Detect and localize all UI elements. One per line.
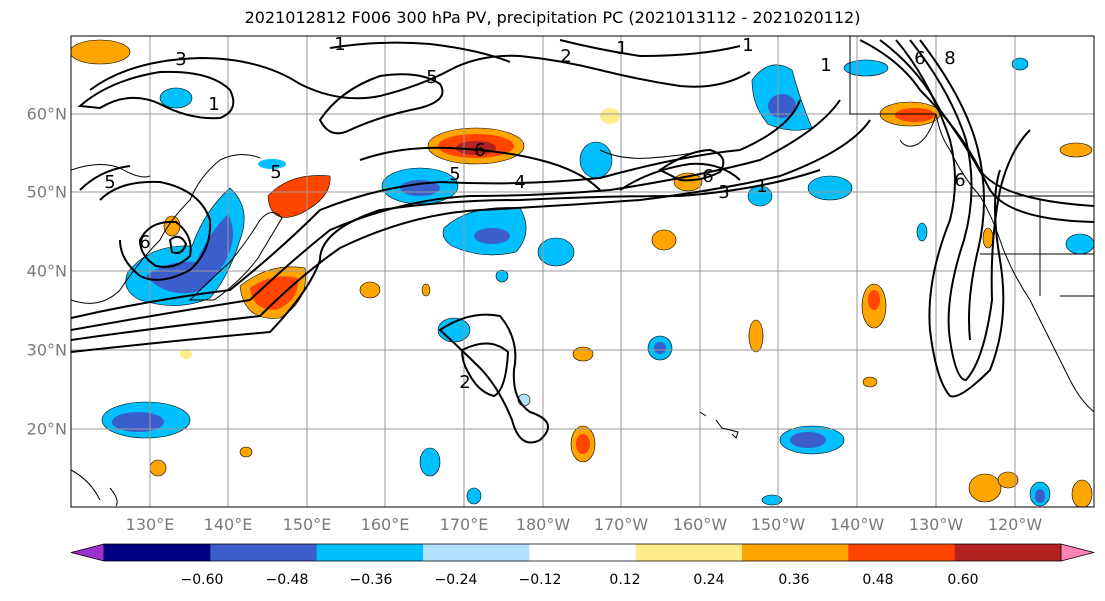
contour-label: 6	[954, 170, 965, 191]
lon-label: 160°W	[672, 515, 728, 534]
colorbar-segment	[423, 544, 530, 561]
lon-label: 130°E	[125, 515, 175, 534]
contour-label: 2	[459, 372, 470, 393]
colorbar-extend-low	[70, 543, 105, 562]
contour-label: 5	[449, 164, 460, 185]
colorbar-tick-label: 0.24	[693, 572, 725, 588]
map-title: 2021012812 F006 300 hPa PV, precipitatio…	[244, 8, 861, 27]
colorbar-segment	[742, 544, 849, 561]
contour-labels: 3 1 1 1 5 2 1 5 6 6 5 5 4 6 3 1 6 8 2 6 …	[104, 34, 965, 393]
precip-positive-shading	[71, 39, 1093, 507]
colorbar-tick-label: 0.48	[862, 572, 894, 588]
colorbar-segment	[635, 544, 743, 561]
contour-label: 6	[139, 232, 150, 253]
contour-label: 1	[742, 35, 753, 56]
colorbar	[70, 543, 1095, 562]
pv-contours	[71, 39, 1094, 444]
lon-label: 140°E	[203, 515, 253, 534]
colorbar-tick-label: −0.36	[349, 572, 393, 588]
lat-label-50n: 50°N	[26, 182, 67, 202]
lon-label: 150°W	[750, 515, 806, 534]
lat-label-40n: 40°N	[26, 261, 67, 281]
contour-label: 1	[208, 94, 219, 115]
colorbar-tick-label: −0.12	[518, 572, 562, 588]
lon-label: 150°E	[282, 515, 332, 534]
contour-label: 8	[944, 48, 955, 69]
colorbar-segment	[529, 544, 637, 561]
lon-label: 140°W	[829, 515, 885, 534]
colorbar-segment	[954, 544, 1062, 561]
contour-label: 1	[820, 55, 831, 76]
lon-label: 170°E	[439, 515, 489, 534]
map-frame	[70, 35, 1095, 508]
contour-label: 5	[104, 172, 115, 193]
colorbar-segment	[210, 544, 318, 561]
contour-label: 1	[616, 38, 627, 59]
contour-label: 5	[270, 162, 281, 183]
contour-label: 3	[718, 182, 729, 203]
colorbar-tick-label: 0.60	[947, 572, 979, 588]
colorbar-tick-label: 0.36	[778, 572, 810, 588]
colorbar-tick-label: −0.48	[265, 572, 309, 588]
colorbar-segment	[848, 544, 956, 561]
lat-label-60n: 60°N	[26, 104, 67, 124]
contour-label: 1	[334, 34, 345, 55]
contour-label: 5	[426, 67, 437, 88]
contour-label: 3	[175, 49, 186, 70]
colorbar-tick-label: 0.12	[609, 572, 641, 588]
contour-label: 6	[474, 140, 485, 161]
colorbar-segment	[316, 544, 424, 561]
contour-label: 4	[514, 172, 525, 193]
colorbar-extend-high	[1060, 543, 1095, 562]
contour-label: 6	[702, 166, 713, 187]
colorbar-frame	[104, 543, 1061, 562]
lon-label: 160°E	[360, 515, 410, 534]
contour-label: 2	[560, 46, 571, 67]
contour-label: 6	[914, 48, 925, 69]
colorbar-tick-label: −0.60	[180, 572, 224, 588]
colorbar-segment	[104, 544, 211, 561]
lat-label-30n: 30°N	[26, 340, 67, 360]
contour-label: 1	[756, 176, 767, 197]
lon-label: 120°W	[987, 515, 1043, 534]
lat-label-20n: 20°N	[26, 419, 67, 439]
lon-label: 180°W	[515, 515, 571, 534]
lon-label: 130°W	[908, 515, 964, 534]
lon-label: 170°W	[593, 515, 649, 534]
colorbar-tick-label: −0.24	[434, 572, 478, 588]
